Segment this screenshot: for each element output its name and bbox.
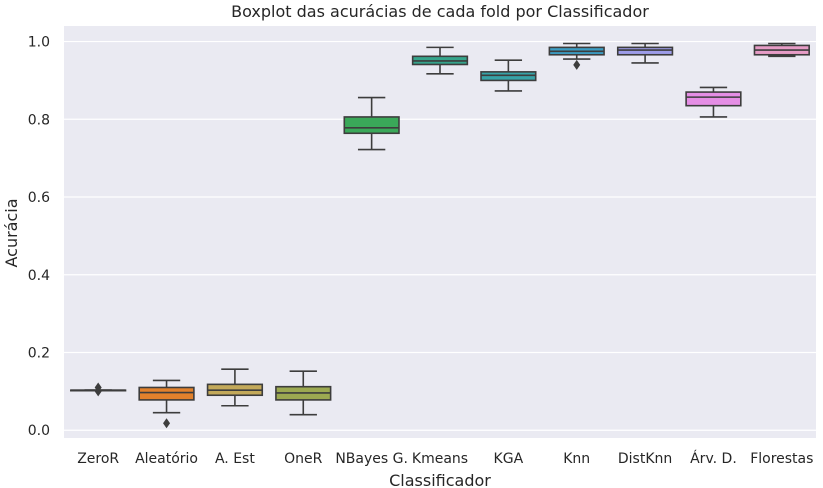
box-body <box>616 46 674 56</box>
x-tick-label: DistKnn <box>618 451 672 467</box>
x-tick-label: Kmeans <box>412 451 468 467</box>
x-tick-label: Knn <box>563 451 590 467</box>
x-tick-label: OneR <box>284 451 323 467</box>
chart-title: Boxplot das acurácias de cada fold por C… <box>231 2 649 21</box>
box-group <box>275 370 332 416</box>
grid-lines <box>64 40 816 431</box>
box-group <box>411 46 469 75</box>
box-group <box>616 42 674 64</box>
y-tick-label: 0.2 <box>28 345 50 361</box>
box-body <box>343 116 400 135</box>
x-tick-label: KGA <box>494 451 524 467</box>
box-series <box>70 42 810 429</box>
x-tick-label: A. Est <box>215 451 255 467</box>
x-tick-label: Aleatório <box>135 451 198 467</box>
box-group <box>753 42 810 58</box>
y-tick-labels: 0.0 0.2 0.4 0.6 0.8 1.0 <box>28 35 50 440</box>
outlier-point <box>573 59 581 70</box>
y-axis-label: Acurácia <box>2 198 21 267</box>
box-group <box>138 379 195 429</box>
y-tick-label: 0.6 <box>28 190 50 206</box>
x-tick-label: NBayes G. <box>335 451 408 467</box>
box-body <box>138 386 195 401</box>
box-group <box>685 86 742 118</box>
y-tick-label: 0.8 <box>28 112 50 128</box>
outlier-point <box>163 418 171 429</box>
x-tick-label: ZeroR <box>77 451 119 467</box>
x-tick-labels: ZeroR Aleatório A. Est OneR NBayes G. Kmeans K… <box>77 450 813 467</box>
box-group <box>480 59 537 92</box>
box-group <box>548 42 605 70</box>
box-group <box>70 382 127 397</box>
y-tick-label: 0.4 <box>28 268 50 284</box>
x-axis-label: Classificador <box>389 471 491 488</box>
outlier-point <box>94 382 102 393</box>
y-tick-label: 1.0 <box>28 35 50 51</box>
y-tick-label: 0.0 <box>28 423 50 439</box>
x-tick-label: Árv. D. <box>690 450 737 467</box>
box-group <box>206 368 264 407</box>
x-tick-label: Florestas <box>750 451 813 467</box>
box-body <box>685 91 742 107</box>
box-group <box>343 96 400 151</box>
